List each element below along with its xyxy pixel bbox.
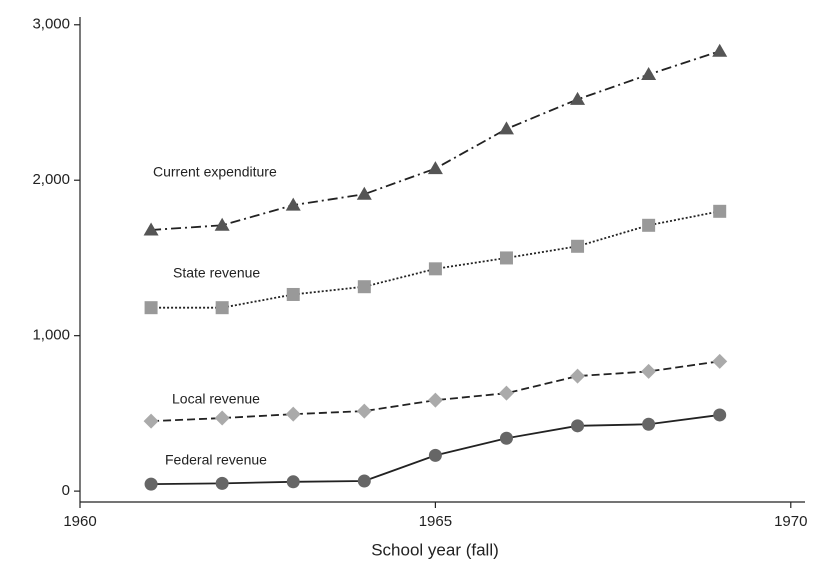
marker bbox=[642, 417, 656, 431]
marker bbox=[498, 385, 514, 401]
marker bbox=[285, 406, 301, 422]
y-tick-label: 1,000 bbox=[32, 327, 70, 344]
x-axis-label: School year (fall) bbox=[371, 540, 499, 559]
marker bbox=[286, 287, 300, 301]
marker bbox=[286, 475, 300, 489]
marker bbox=[285, 197, 301, 211]
y-tick-label: 2,000 bbox=[32, 171, 70, 188]
marker bbox=[499, 251, 513, 265]
marker bbox=[143, 413, 159, 429]
marker bbox=[570, 91, 586, 105]
marker bbox=[356, 403, 372, 419]
marker bbox=[499, 431, 513, 445]
series-line bbox=[151, 50, 720, 231]
marker bbox=[713, 408, 727, 422]
marker bbox=[143, 222, 159, 236]
marker bbox=[641, 363, 657, 379]
marker bbox=[427, 161, 443, 175]
marker bbox=[215, 476, 229, 490]
series-line bbox=[151, 210, 720, 309]
series-label: Federal revenue bbox=[165, 452, 267, 468]
marker bbox=[214, 410, 230, 426]
marker bbox=[214, 217, 230, 231]
marker bbox=[642, 218, 656, 232]
marker bbox=[498, 121, 514, 135]
marker bbox=[641, 67, 657, 81]
marker bbox=[144, 477, 158, 491]
marker bbox=[570, 368, 586, 384]
series-label: Local revenue bbox=[172, 391, 260, 407]
marker bbox=[428, 262, 442, 276]
marker bbox=[712, 353, 728, 369]
marker bbox=[357, 280, 371, 294]
y-tick-label: 0 bbox=[62, 482, 70, 499]
x-tick-label: 1970 bbox=[774, 513, 807, 530]
marker bbox=[357, 474, 371, 488]
marker bbox=[571, 239, 585, 253]
x-tick-label: 1960 bbox=[63, 513, 96, 530]
series-label: State revenue bbox=[173, 265, 260, 281]
y-tick-label: 3,000 bbox=[32, 16, 70, 33]
marker bbox=[713, 204, 727, 218]
marker bbox=[356, 186, 372, 200]
marker bbox=[428, 448, 442, 462]
series-label: Current expenditure bbox=[153, 164, 277, 180]
marker bbox=[571, 419, 585, 433]
marker bbox=[144, 301, 158, 315]
marker bbox=[215, 301, 229, 315]
marker bbox=[427, 392, 443, 408]
x-tick-label: 1965 bbox=[419, 513, 452, 530]
marker bbox=[712, 43, 728, 57]
